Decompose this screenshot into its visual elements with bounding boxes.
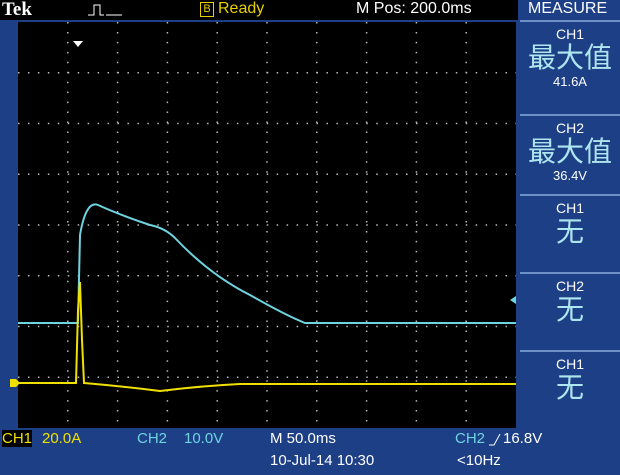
trigger-slope [488,433,502,446]
measure-channel: CH2 [520,278,620,294]
frequency: <10Hz [457,452,501,469]
ch1-scale: 20.0A [42,430,81,447]
status-bar: CH1 20.0A CH2 10.0V M 50.0ms 10-Jul-14 1… [0,430,620,475]
measure-channel: CH1 [520,26,620,42]
trigger-icon [88,3,124,17]
measure-value: 36.4V [520,168,620,183]
ch2-scale: 10.0V [184,430,223,447]
menu-title[interactable]: MEASURE [528,0,607,18]
status-icon: B [200,2,214,17]
position: M Pos: 200.0ms [356,0,472,18]
top-bar: Tek B Ready M Pos: 200.0ms [0,0,518,20]
measure-label: 无 [520,294,620,326]
measure-label: 最大值 [520,42,620,74]
date: 10-Jul-14 10:30 [270,452,374,469]
measure-channel: CH1 [520,356,620,372]
graticule [0,20,518,430]
brand: Tek [2,0,32,21]
measure-label: 最大值 [520,136,620,168]
trigger-level: 16.8V [503,430,542,447]
measure-label: 无 [520,216,620,248]
measure-channel: CH2 [520,120,620,136]
trigger-source: CH2 [455,430,485,447]
oscilloscope-screen: Tek B Ready M Pos: 200.0ms MEASURE CH1最大… [0,0,620,475]
ch2-label: CH2 [137,430,167,447]
ch1-label: CH1 [2,430,32,447]
status: Ready [218,0,264,18]
timebase: M 50.0ms [270,430,336,447]
measure-label: 无 [520,372,620,404]
measure-channel: CH1 [520,200,620,216]
measure-value: 41.6A [520,74,620,89]
